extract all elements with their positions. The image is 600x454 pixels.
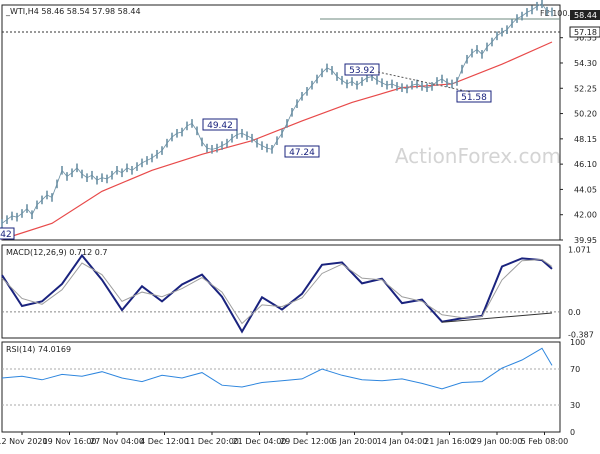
level-annotation-box — [456, 90, 492, 103]
rsi-ytick-label: 70 — [570, 365, 580, 374]
moving-average-line — [1, 41, 553, 240]
x-tick-label: 21 Dec 04:00 — [233, 437, 287, 446]
watermark: ActionForex.com — [395, 144, 561, 168]
x-tick-label: 19 Nov 16:00 — [43, 437, 97, 446]
level-annotation-box — [202, 118, 238, 131]
x-tick-label: 14 Jan 04:00 — [377, 437, 428, 446]
rsi-ytick-label: 30 — [570, 401, 580, 410]
price-line — [1, 3, 553, 224]
x-tick-label: 12 Nov 2020 — [0, 437, 48, 446]
macd-ytick-label: 1.071 — [568, 246, 591, 255]
x-tick-label: 27 Nov 04:00 — [90, 437, 144, 446]
price-ytick-label: 54.30 — [574, 59, 597, 68]
price-ytick-label: 48.15 — [574, 135, 597, 144]
price-ytick-label: 56.35 — [574, 34, 597, 43]
price-header: _WTI,H4 58.46 58.54 57.98 58.44 — [5, 7, 141, 16]
level-annotation-label: 53.92 — [349, 66, 375, 76]
x-tick-label: 29 Jan 00:00 — [472, 437, 523, 446]
level-annotation-label: 47.24 — [289, 148, 315, 158]
level-annotation-label: 51.58 — [461, 93, 487, 103]
macd-label: MACD(12,26,9) 0.712 0.7 — [6, 248, 107, 257]
rsi-ytick-label: 0 — [570, 428, 575, 437]
level-annotation-label: 42 — [0, 230, 11, 240]
rsi-ytick-label: 100 — [570, 338, 585, 347]
price-ytick-label: 42.00 — [574, 211, 597, 220]
macd-ytick-label: -0.387 — [568, 330, 594, 339]
fib-label: FE 100.0 — [540, 9, 575, 18]
level-annotation-box — [0, 227, 15, 240]
prev-level-box — [569, 26, 600, 38]
x-tick-label: 21 Jan 16:00 — [424, 437, 475, 446]
x-tick-label: 5 Feb 08:00 — [521, 437, 568, 446]
level-annotation-box — [344, 63, 380, 76]
macd-ytick-label: 0.0 — [568, 308, 581, 317]
last-price-label: 58.44 — [574, 11, 597, 20]
price-ytick-label: 44.05 — [574, 185, 597, 194]
panel-frame-macd — [1, 244, 561, 339]
level-annotation-label: 49.42 — [207, 121, 233, 131]
rsi-label: RSI(14) 74.0169 — [6, 345, 71, 354]
x-tick-label: 11 Dec 20:00 — [185, 437, 239, 446]
macd-series-signal — [1, 259, 553, 325]
x-tick-label: 29 Dec 12:00 — [280, 437, 334, 446]
prev-level-label: 57.18 — [574, 28, 597, 37]
panel-frame-price — [1, 4, 561, 241]
panel-frame-rsi — [1, 341, 561, 433]
x-tick-label: 6 Jan 20:00 — [332, 437, 378, 446]
price-ytick-label: 52.25 — [574, 84, 597, 93]
rsi-series-line — [1, 347, 553, 390]
macd-series-trendline — [441, 312, 553, 323]
price-ytick-label: 50.20 — [574, 110, 597, 119]
level-annotation-box — [284, 145, 320, 158]
x-tick-label: 4 Dec 12:00 — [140, 437, 189, 446]
price-ytick-label: 46.10 — [574, 160, 597, 169]
last-price-box — [570, 10, 600, 20]
price-ytick-label: 39.95 — [574, 236, 597, 245]
